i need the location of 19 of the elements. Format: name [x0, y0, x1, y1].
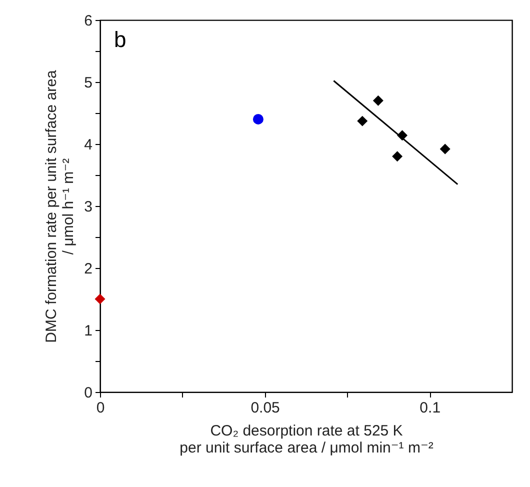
x-axis-title: CO₂ desorption rate at 525 K per unit surface area / μmol min⁻¹ m⁻²: [180, 422, 434, 456]
y-tick-label: 1: [84, 322, 92, 340]
annotation: b: [114, 27, 126, 52]
x-tick-label: 0.1: [420, 400, 441, 416]
y-tick-label: 4: [84, 136, 92, 154]
point: [392, 151, 403, 162]
x-tick-label: 0: [96, 400, 105, 416]
point: [252, 114, 264, 124]
point: [94, 294, 106, 304]
y-axis-title: DMC formation rate per unit surface area / μmol h⁻¹ m⁻²: [43, 70, 78, 343]
y-tick-label: 2: [84, 260, 92, 278]
y-tick-label: 0: [84, 384, 92, 402]
point: [357, 116, 368, 126]
y-tick-label: 6: [84, 12, 92, 30]
y-tick-label: 5: [84, 74, 92, 92]
y-tick-label: 3: [84, 198, 92, 216]
point: [440, 144, 450, 154]
point: [372, 95, 384, 106]
x-tick-label: 0.05: [250, 400, 280, 416]
